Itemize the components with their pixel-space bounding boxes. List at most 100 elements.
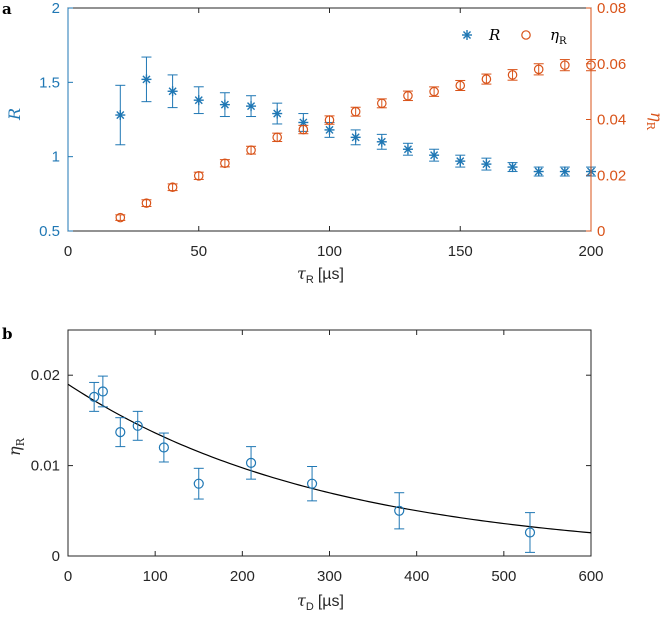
x-ticks-a: 0 50 100 150 200 [64,8,604,260]
y-tick-label-b: 0 [52,548,60,565]
data-point-asterisk [559,166,570,177]
data-point-circle [350,106,361,117]
error-bar [481,73,492,85]
legend-eta-sub: R [559,36,567,47]
data-point-asterisk [429,150,440,161]
data-point-asterisk [402,144,413,155]
legend-label-R: R [488,26,500,44]
y-ticks-b: 0 0.01 0.02 [31,367,591,565]
x-ticks-b: 0 100 200 300 400 500 600 [64,330,604,585]
series-R [115,56,596,177]
y-tick-label-right-a: 0.02 [597,167,626,184]
legend-circle [521,30,531,40]
yb-label-symbol: η [5,446,24,456]
y-tick-label-left-a: 0.5 [39,223,60,240]
data-point-asterisk [376,136,387,147]
error-bar [307,466,318,502]
plot-box-b [67,329,592,557]
y-axis-label-left-a: R [5,108,24,121]
x-label-unit: [µs] [318,266,344,283]
legend-marker-eta [521,30,531,40]
error-bar [193,467,204,500]
data-point-asterisk [219,99,230,110]
y-tick-label-left-a: 2 [52,0,60,17]
data-point-circle [272,132,282,143]
data-point-circle [193,171,204,181]
error-bar [158,432,169,463]
data-point-circle [403,91,413,101]
data-point-circle [455,80,466,91]
data-point-circle [158,442,169,453]
x-tick-label-a: 0 [64,243,72,260]
y-tick-label-left-a: 1.5 [39,74,60,91]
data-point-circle [245,457,257,468]
data-point-asterisk [350,132,361,143]
error-bar [246,446,257,480]
error-bar [115,417,126,448]
legend-label-eta: ηR [550,26,567,47]
x-axis-label-a: τR [µs] [297,264,344,286]
fit-curve-group [67,383,592,534]
y-axis-label-right-a: ηR [644,112,664,131]
legend-eta-symbol: η [550,26,559,44]
data-point-circle [507,70,518,80]
data-point-circle [533,64,544,75]
data-point-circle [167,182,178,193]
error-bar [524,512,535,553]
data-point-asterisk [324,124,335,135]
data-point-asterisk [507,162,518,173]
data-point-asterisk [455,156,466,167]
data-point-circle [115,427,126,438]
xb-label-symbol: τ [297,591,307,610]
panel-label-b: b [2,325,13,343]
data-point-circle [97,386,108,397]
error-bar [455,79,466,92]
data-point-asterisk [533,166,544,177]
x-tick-label-b: 300 [317,568,342,585]
yb-label-sub: R [14,437,27,446]
y-right-label-symbol: η [647,112,664,122]
y-tick-label-right-a: 0.06 [597,56,626,73]
y-tick-label-right-a: 0.04 [597,112,626,129]
data-point-circle [306,478,318,489]
panel-label-a: a [2,0,12,18]
data-point-circle [89,391,100,402]
data-point-asterisk [193,95,204,106]
data-point-circle [324,115,335,125]
y-ticks-left-a: 0.5 1 1.5 2 [39,0,73,240]
x-tick-label-a: 50 [190,243,207,260]
chart-panel-b: 0 100 200 300 400 500 600 0 0.01 0.02 τD [µs] ηR [5,329,604,613]
data-point-asterisk [115,110,126,121]
x-tick-label-a: 100 [317,243,342,260]
x-label-sub: R [306,274,314,286]
y-ticks-right-a: 0 0.02 0.04 0.06 0.08 [586,0,626,240]
series-eta [115,59,596,223]
fit-curve [67,383,592,534]
data-point-asterisk [246,101,257,112]
data-point-circle [298,124,309,135]
y-tick-label-right-a: 0.08 [597,0,626,17]
y-tick-label-b: 0.02 [31,367,60,384]
error-bar [507,69,518,81]
legend-marker-R [462,30,472,40]
x-tick-label-b: 500 [491,568,516,585]
y-right-label-sub: R [644,122,657,131]
y-tick-label-left-a: 1 [52,149,60,166]
y-axis-label-b: ηR [5,437,27,456]
legend-a: R ηR [462,26,567,47]
data-point-circle [376,98,387,109]
xb-label-sub: D [306,601,314,613]
data-point-circle [115,212,126,223]
x-tick-label-b: 400 [404,568,429,585]
error-bar [97,375,108,408]
data-point-circle [246,145,256,155]
data-point-circle [220,158,230,169]
error-bar [429,86,440,97]
data-point-circle [132,420,143,431]
x-axis-label-b: τD [µs] [297,591,344,613]
data-point-circle [429,86,439,97]
error-bar [402,90,413,102]
y-tick-label-b: 0.01 [31,458,60,475]
error-bar [394,492,405,530]
